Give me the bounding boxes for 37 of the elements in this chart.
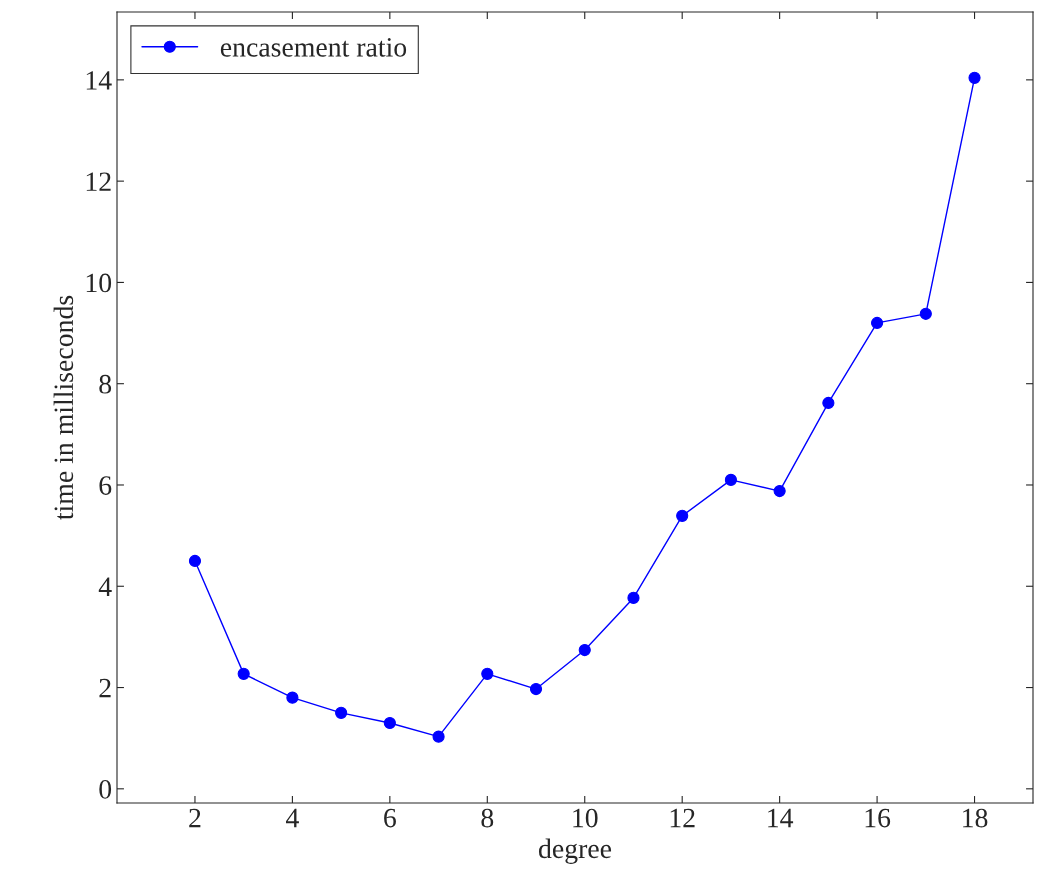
x-tick-label: 10 (573, 808, 598, 828)
point (237, 667, 250, 680)
legend-label: encasement ratio (220, 38, 407, 57)
point (724, 473, 737, 486)
y-tick-label: 10 (86, 273, 112, 293)
y-tick-label: 12 (86, 172, 111, 191)
point (432, 730, 445, 743)
y-tick-label: 8 (99, 374, 112, 394)
y-axis-title: time in milliseconds (53, 295, 74, 520)
x-tick-label: 14 (768, 808, 794, 828)
x-axis-title: degree (538, 838, 612, 864)
point (822, 396, 835, 410)
x-tick-label: 4 (286, 808, 299, 828)
x-tick-label: 16 (865, 808, 891, 828)
x-tick-label: 18 (963, 808, 988, 828)
y-tick-label: 0 (99, 779, 112, 799)
x-tick-label: 8 (481, 808, 494, 828)
point (188, 554, 202, 568)
y-tick-label: 14 (86, 71, 112, 90)
point (871, 316, 884, 330)
point (286, 691, 299, 704)
point (481, 667, 494, 680)
point (773, 484, 786, 498)
x-tick-label: 6 (384, 808, 396, 828)
point (676, 509, 689, 522)
point (919, 307, 932, 320)
x-tick-label: 12 (670, 808, 695, 828)
y-tick-label: 4 (98, 577, 112, 596)
y-tick-label: 6 (99, 476, 112, 495)
point (578, 643, 591, 657)
point (627, 591, 640, 604)
point (335, 706, 348, 719)
point (529, 682, 543, 696)
x-tick-label: 2 (189, 808, 201, 828)
y-tick-label: 2 (99, 678, 111, 698)
point (968, 71, 981, 84)
point (383, 716, 396, 730)
